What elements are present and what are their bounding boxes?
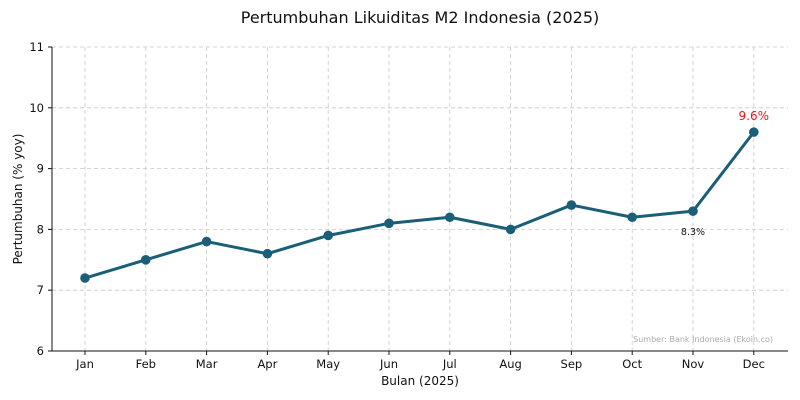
x-tick-label: Sep: [561, 357, 583, 371]
data-point: [80, 273, 90, 283]
data-point: [688, 206, 698, 216]
y-tick-label: 6: [37, 344, 44, 358]
x-tick-label: Oct: [622, 357, 642, 371]
x-tick-label: Dec: [743, 357, 765, 371]
x-tick-label: Feb: [136, 357, 156, 371]
x-tick-label: Mar: [196, 357, 218, 371]
y-tick-label: 11: [29, 40, 44, 54]
x-tick-label: Jul: [442, 357, 457, 371]
data-annotation: 8.3%: [681, 227, 705, 238]
x-tick-label: Jun: [379, 357, 398, 371]
y-tick-label: 9: [37, 162, 44, 176]
data-point: [384, 218, 394, 229]
data-point: [262, 248, 273, 259]
data-point: [141, 254, 151, 265]
y-tick-label: 8: [37, 222, 44, 236]
y-tick-label: 7: [37, 283, 44, 297]
data-point: [505, 224, 516, 235]
y-tick-label: 10: [29, 101, 44, 115]
data-point: [445, 212, 455, 223]
x-tick-label: Nov: [682, 357, 705, 371]
x-axis-label: Bulan (2025): [381, 374, 459, 388]
x-tick-label: Apr: [257, 357, 277, 371]
data-point: [627, 212, 637, 223]
x-tick-label: Aug: [499, 357, 521, 371]
source-note: Sumber: Bank Indonesia (Ekoin.co): [633, 335, 773, 344]
data-point: [566, 200, 577, 210]
data-point: [323, 230, 334, 241]
x-tick-label: Jan: [75, 357, 94, 371]
data-annotation: 9.6%: [739, 109, 770, 123]
data-point: [749, 127, 759, 137]
chart-title: Pertumbuhan Likuiditas M2 Indonesia (202…: [240, 8, 600, 27]
data-point: [201, 236, 212, 247]
y-axis-label: Pertumbuhan (% yoy): [11, 134, 25, 265]
series-line: [84, 131, 755, 280]
x-tick-label: May: [316, 357, 340, 371]
